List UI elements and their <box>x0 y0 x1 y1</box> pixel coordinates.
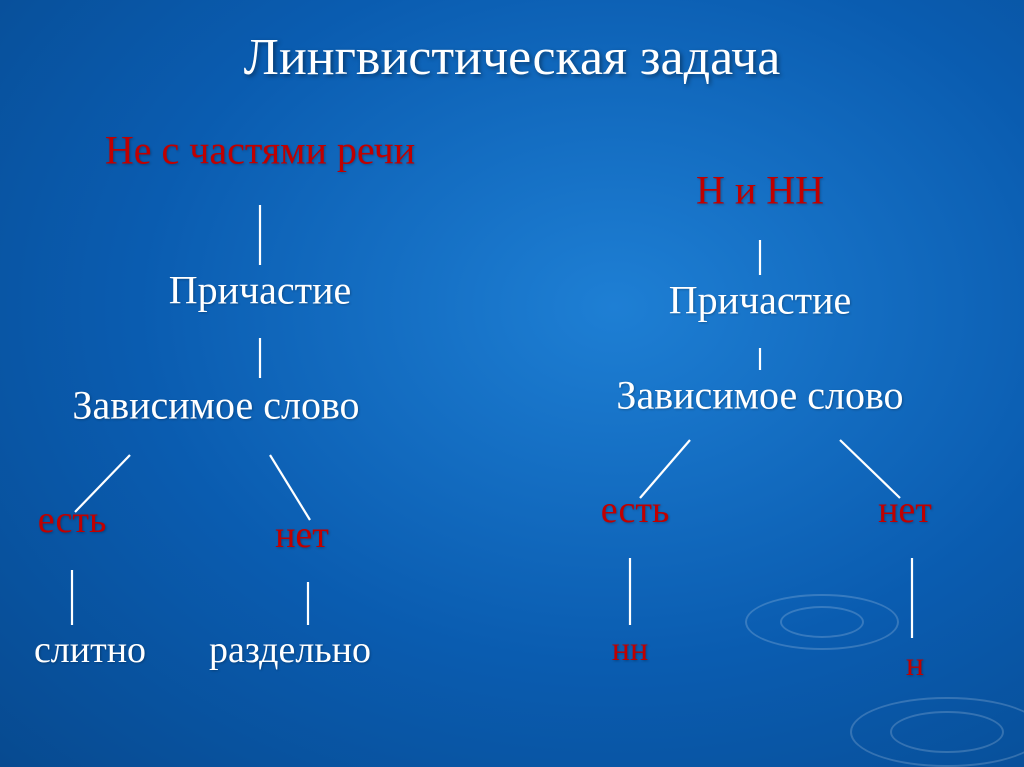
right-participle: Причастие <box>669 277 852 324</box>
left-yes: есть <box>38 498 107 542</box>
right-leaf-nn: нн <box>612 631 648 669</box>
slide-title: Лингвистическая задача <box>0 28 1024 87</box>
left-root: Не с частями речи <box>105 127 415 174</box>
left-participle: Причастие <box>169 267 352 314</box>
right-leaf-n: н <box>906 646 924 684</box>
right-no: нет <box>878 488 932 532</box>
left-dependent-word: Зависимое слово <box>72 382 359 429</box>
ripple <box>745 594 899 651</box>
left-leaf-separate: раздельно <box>209 628 371 672</box>
left-leaf-together: слитно <box>34 628 146 672</box>
right-dependent-word: Зависимое слово <box>616 372 903 419</box>
left-no: нет <box>275 513 329 557</box>
right-root: Н и НН <box>696 167 824 214</box>
right-yes: есть <box>601 488 670 532</box>
ripple <box>850 697 1024 767</box>
